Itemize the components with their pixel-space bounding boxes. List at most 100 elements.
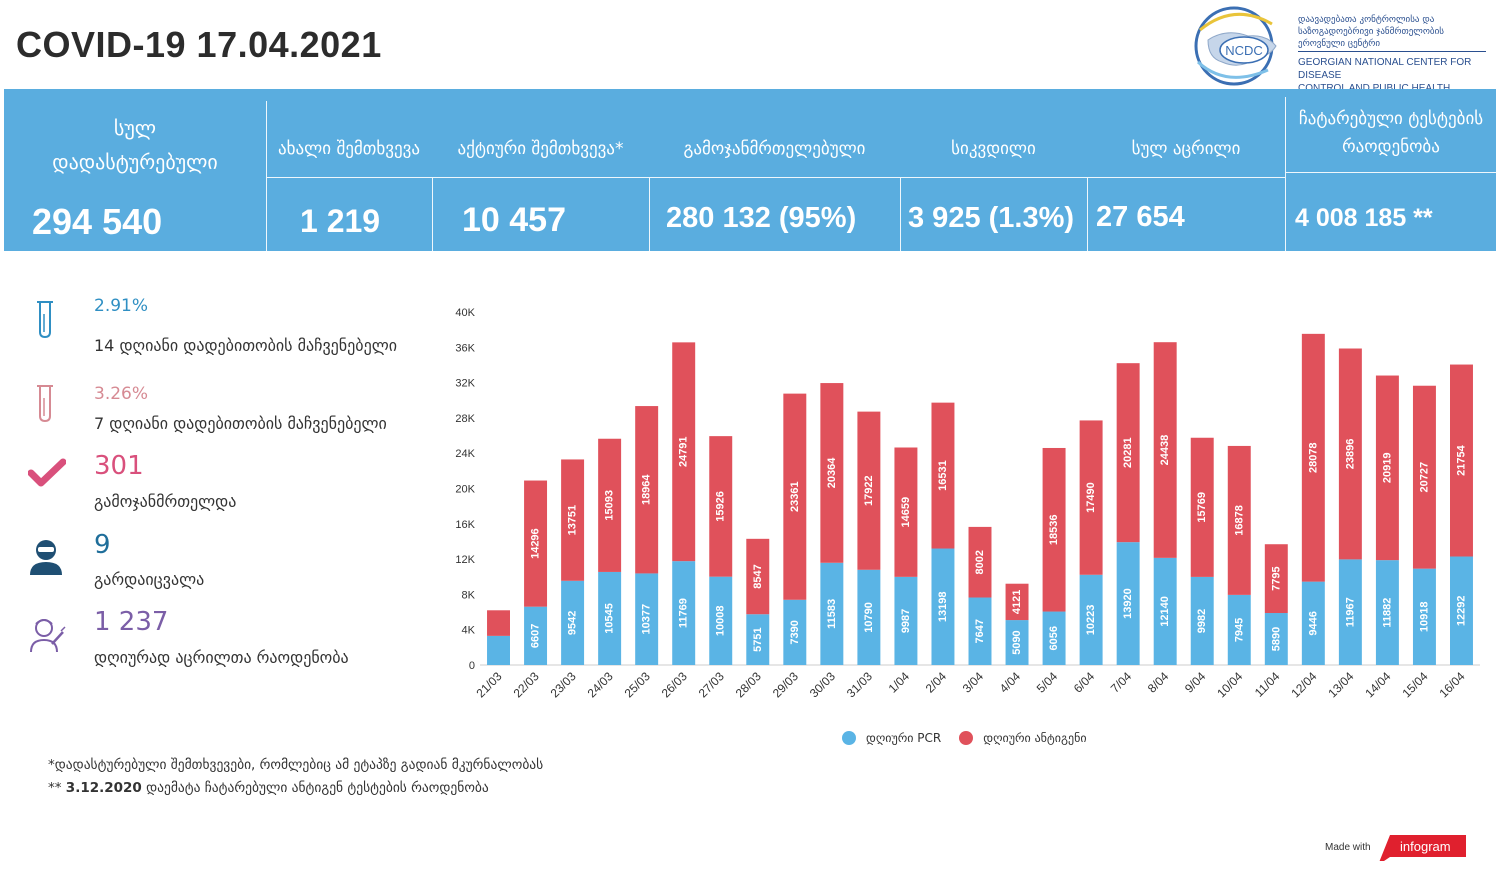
y-tick-label: 32K — [455, 378, 475, 390]
died-today-value: 9 — [94, 530, 111, 560]
legend-label-antigen: დღიური ანტიგენი — [983, 731, 1087, 745]
bar-pcr — [561, 580, 585, 665]
x-tick-label: 1/04 — [886, 669, 913, 696]
footnote-tests-text: დაემატა ჩატარებული ანტიგენ ტესტების რაოდ… — [141, 780, 489, 796]
data-label-antigen: 15093 — [604, 490, 616, 521]
test-tube-icon — [37, 301, 53, 339]
y-tick-label: 12K — [455, 554, 475, 566]
logo-name-english-line2: CONTROL AND PUBLIC HEALTH — [1298, 82, 1488, 95]
tests-label-line1: ჩატარებული ტესტების — [1298, 109, 1484, 129]
total-confirmed-label: სულ დადასტურებული — [4, 111, 266, 179]
x-tick-label: 11/04 — [1252, 669, 1283, 700]
data-label-pcr: 9987 — [900, 609, 912, 633]
bar-antigen — [820, 383, 844, 563]
bar-antigen — [1005, 583, 1029, 621]
y-tick-label: 16K — [455, 519, 475, 531]
data-label-antigen: 15769 — [1196, 492, 1208, 523]
infogram-badge[interactable]: infogram — [1378, 835, 1466, 865]
data-label-pcr: 10790 — [863, 602, 875, 633]
logo-name-english-line1: GEORGIAN NATIONAL CENTER FOR DISEASE — [1298, 57, 1472, 81]
active-cases-label: აქტიური შემთხვევა* — [457, 139, 624, 159]
data-label-antigen: 16531 — [937, 460, 949, 491]
bar-pcr — [783, 599, 807, 665]
bar-pcr — [1190, 576, 1214, 665]
chart-legend: დღიური PCR დღიური ანტიგენი — [842, 731, 1105, 745]
data-label-pcr: 11882 — [1381, 598, 1393, 628]
bar-antigen — [783, 393, 807, 600]
vaccinated-today-label: დღიურად აცრილთა რაოდენობა — [94, 648, 349, 667]
data-label-pcr: 12140 — [1159, 596, 1171, 627]
data-label-pcr: 6056 — [1048, 626, 1060, 650]
positivity-7-label: 7 დღიანი დადებითობის მაჩვენებელი — [94, 414, 387, 433]
data-label-pcr: 6607 — [530, 624, 542, 648]
data-label-antigen: 20281 — [1122, 437, 1134, 468]
x-tick-label: 26/03 — [659, 669, 690, 700]
data-label-antigen: 18536 — [1048, 514, 1060, 545]
bar-antigen — [1412, 385, 1436, 569]
data-label-antigen: 20919 — [1381, 453, 1393, 484]
data-label-antigen: 16878 — [1233, 505, 1245, 536]
data-label-pcr: 11967 — [1344, 597, 1356, 627]
bar-pcr — [635, 573, 659, 665]
footnote-active: *დადასტურებული შემთხვევები, რომლებიც ამ … — [48, 757, 544, 773]
recovered-value: 280 132 (95%) — [666, 202, 857, 234]
data-label-pcr: 12292 — [1455, 595, 1467, 626]
x-tick-label: 23/03 — [548, 669, 579, 700]
total-confirmed-label-line2: დადასტურებული — [52, 150, 218, 174]
x-tick-label: 14/04 — [1362, 669, 1393, 700]
stats-band: სულ დადასტურებული 294 540 ახალი შემთხვევ… — [4, 89, 1496, 251]
checkmark-icon — [28, 458, 66, 487]
data-label-pcr: 11769 — [678, 598, 690, 628]
footnote-tests: ** 3.12.2020 დაემატა ჩატარებული ანტიგენ … — [48, 780, 489, 796]
data-label-antigen: 18964 — [641, 474, 653, 505]
tests-label: ჩატარებული ტესტების რაოდენობა — [1286, 105, 1496, 161]
divider — [900, 178, 901, 251]
vaccinated-today-value: 1 237 — [94, 607, 169, 637]
x-tick-label: 25/03 — [622, 669, 653, 700]
x-tick-label: 22/03 — [511, 669, 542, 700]
x-tick-label: 13/04 — [1325, 669, 1356, 700]
legend-swatch-pcr — [842, 731, 856, 745]
x-tick-label: 10/04 — [1214, 669, 1245, 700]
x-tick-label: 7/04 — [1108, 669, 1135, 696]
bar-pcr — [1338, 559, 1362, 665]
y-tick-label: 28K — [455, 413, 475, 425]
bar-antigen — [1301, 333, 1325, 582]
y-tick-label: 0 — [469, 660, 475, 672]
x-tick-label: 9/04 — [1182, 669, 1209, 696]
vaccinated-value: 27 654 — [1096, 201, 1185, 233]
divider — [432, 178, 433, 251]
ncdc-logo: NCDC დაავადებათა კონტროლისა და საზოგადოე… — [1186, 4, 1490, 94]
positivity-14-value: 2.91% — [94, 296, 149, 316]
data-label-pcr: 10918 — [1418, 602, 1430, 633]
bar-pcr — [709, 576, 733, 665]
x-tick-label: 31/03 — [844, 669, 875, 700]
y-tick-label: 36K — [455, 342, 475, 354]
data-label-pcr: 5751 — [752, 627, 764, 651]
bar-pcr — [894, 576, 918, 665]
legend-item-antigen: დღიური ანტიგენი — [959, 731, 1087, 745]
tests-value: 4 008 185 ** — [1295, 204, 1433, 232]
data-label-pcr: 7390 — [789, 620, 801, 644]
test-tube-icon — [37, 385, 53, 423]
bar-antigen — [1153, 342, 1177, 558]
data-label-pcr: 11583 — [826, 599, 838, 629]
legend-label-pcr: დღიური PCR — [866, 731, 942, 745]
ncdc-globe-icon: NCDC — [1194, 6, 1277, 86]
divider — [266, 101, 267, 251]
divider — [1286, 172, 1496, 173]
x-tick-label: 21/03 — [474, 669, 505, 700]
data-label-pcr: 10377 — [641, 604, 653, 635]
logo-name-english: GEORGIAN NATIONAL CENTER FOR DISEASE CON… — [1298, 56, 1488, 95]
logo-name-georgian: დაავადებათა კონტროლისა და საზოგადოებრივი… — [1298, 15, 1444, 49]
divider — [1285, 97, 1286, 251]
new-cases-value: 1 219 — [300, 203, 381, 239]
logo-acronym: NCDC — [1225, 43, 1263, 58]
bar-pcr — [746, 614, 770, 665]
logo-divider — [1298, 51, 1486, 52]
x-tick-label: 4/04 — [997, 669, 1024, 696]
data-label-pcr: 13198 — [937, 591, 949, 622]
x-tick-label: 16/04 — [1436, 669, 1467, 700]
legend-swatch-antigen — [959, 731, 974, 745]
